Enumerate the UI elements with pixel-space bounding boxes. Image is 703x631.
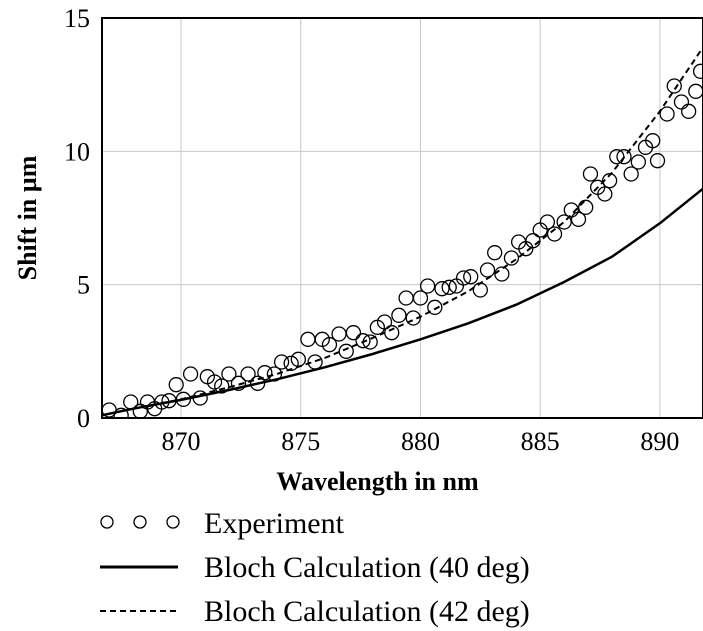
y-axis-label: Shift in µm [13, 155, 42, 280]
experiment-point [601, 173, 618, 189]
experiment-point [257, 365, 273, 381]
x-tick-label: 870 [162, 427, 201, 456]
experiment-point [331, 326, 347, 342]
experiment-point [570, 211, 587, 227]
y-tick-label: 15 [64, 4, 90, 33]
chart-tick-labels: 870 875 880 885 890 0 5 10 15 [64, 4, 679, 456]
experiment-point [487, 245, 503, 261]
experiment-point [175, 391, 192, 407]
x-tick-label: 885 [521, 427, 560, 456]
experiment-point [630, 154, 647, 170]
experiment-point [283, 355, 299, 371]
legend-label: Experiment [204, 507, 345, 540]
legend-label: Bloch Calculation (42 deg) [204, 595, 530, 628]
experiment-point [376, 314, 393, 330]
experiment-point [419, 278, 436, 294]
experiment-point [221, 366, 237, 382]
experiment-point [623, 166, 639, 182]
series-clip-group [102, 46, 703, 418]
experiment-point [479, 262, 496, 278]
experiment-point [345, 325, 362, 341]
experiment-point [666, 78, 682, 94]
chart-gridlines [102, 17, 703, 419]
y-tick-label: 5 [77, 271, 90, 300]
experiment-point [597, 186, 613, 202]
chart-series-layer [102, 46, 703, 418]
experiment-point [338, 343, 354, 359]
experiment-point [649, 153, 666, 169]
series-2 [102, 187, 703, 417]
experiment-point [692, 63, 703, 79]
experiment-point [494, 266, 510, 282]
bloch-40-line [102, 187, 703, 417]
y-tick-label: 10 [64, 137, 90, 166]
legend-marker-circle [166, 515, 180, 529]
experiment-point [680, 103, 697, 119]
experiment-point [503, 250, 520, 266]
experiment-point [539, 214, 556, 230]
experiment-point [405, 310, 421, 326]
experiment-point [645, 133, 661, 149]
experiment-point [273, 354, 290, 370]
experiment-point [556, 214, 572, 230]
series-3 [102, 46, 703, 417]
experiment-point [427, 299, 443, 315]
experiment-point [398, 290, 414, 306]
experiment-point [230, 375, 247, 391]
experiment-point [441, 279, 457, 295]
x-axis-label: Wavelength in nm [276, 467, 479, 496]
experiment-point [582, 166, 599, 182]
legend-item: Bloch Calculation (42 deg) [100, 595, 530, 628]
experiment-point [391, 307, 407, 323]
legend-marker-circle [133, 515, 147, 529]
experiment-point [384, 325, 400, 341]
experiment-point [659, 106, 675, 122]
legend-label: Bloch Calculation (40 deg) [204, 551, 530, 584]
experiment-point [182, 366, 199, 382]
x-tick-label: 880 [401, 427, 440, 456]
experiment-point [300, 331, 316, 347]
experiment-point [412, 290, 429, 306]
plot-frame [101, 17, 703, 419]
experiment-point [455, 270, 472, 286]
experiment-point [616, 149, 632, 165]
y-tick-label: 0 [77, 404, 90, 433]
experiment-point [578, 199, 594, 215]
x-tick-label: 875 [281, 427, 320, 456]
experiment-point [546, 226, 563, 242]
experiment-point [168, 377, 184, 393]
bloch-42-line [102, 46, 703, 417]
chart-legend: Experiment Bloch Calculation (40 deg) Bloc… [100, 507, 530, 628]
experiment-point [355, 333, 371, 349]
experiment-point [434, 281, 450, 297]
experiment-point [525, 233, 541, 249]
experiment-point [688, 83, 703, 99]
legend-item: Bloch Calculation (40 deg) [100, 551, 530, 584]
legend-item: Experiment [100, 507, 345, 540]
experiment-point [249, 375, 266, 391]
experiment-point [113, 407, 129, 418]
x-tick-label: 890 [640, 427, 679, 456]
experiment-point [463, 269, 479, 285]
experiment-point [214, 378, 230, 394]
experiment-point [206, 374, 223, 390]
experiment-point [321, 337, 338, 353]
legend-marker-circle [100, 515, 114, 529]
experiment-point [673, 94, 690, 110]
series-1 [102, 63, 703, 418]
